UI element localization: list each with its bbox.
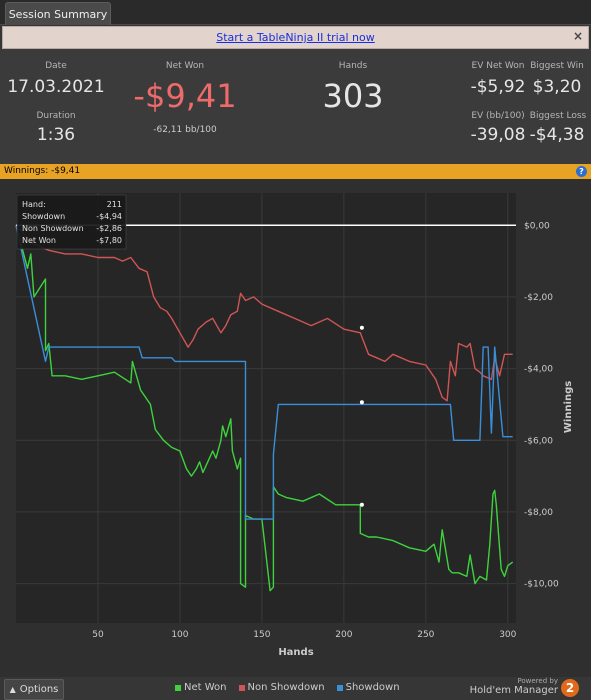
tooltip-row-value: -$7,80	[96, 236, 122, 245]
x-tick-label: 50	[92, 630, 104, 640]
marker-net-won	[359, 502, 364, 507]
y-axis: $0,00 -$2,00 -$4,00 -$6,00 -$8,00 -$10,00	[524, 221, 559, 589]
date-label: Date	[45, 61, 67, 71]
tooltip-box	[16, 194, 127, 250]
y-tick-label: -$10,00	[524, 580, 559, 590]
legend-label: Non Showdown	[247, 682, 325, 693]
tooltip-row-value: -$2,86	[96, 224, 122, 233]
legend-swatch	[336, 684, 343, 691]
y-tick-label: $0,00	[524, 221, 550, 231]
y-tick-label: -$8,00	[524, 508, 553, 518]
biggest-win-value: $3,20	[532, 77, 582, 97]
biggest-win-label: Biggest Win	[530, 61, 584, 71]
x-tick-label: 100	[171, 630, 188, 640]
legend-swatch	[238, 684, 245, 691]
winnings-text: Winnings: -$9,41	[4, 166, 81, 176]
winnings-bar: Winnings: -$9,41 ?	[0, 164, 591, 179]
help-icon[interactable]: ?	[576, 166, 587, 177]
y-tick-label: -$2,00	[524, 293, 553, 303]
marker-non-showdown	[359, 325, 364, 330]
biggest-loss-label: Biggest Loss	[529, 111, 587, 121]
y-tick-label: -$6,00	[524, 436, 553, 446]
x-tick-label: 150	[253, 630, 270, 640]
tooltip-row-label: Non Showdown	[22, 224, 84, 233]
legend-item[interactable]: Showdown	[336, 682, 400, 693]
tab-bar: Session Summary	[0, 0, 591, 25]
close-icon[interactable]: ×	[572, 29, 583, 43]
y-tick-label: -$4,00	[524, 365, 553, 375]
tooltip-row-label: Showdown	[22, 212, 65, 221]
legend-swatch	[175, 684, 181, 691]
ev-net-won-label: EV Net Won	[471, 61, 525, 71]
trial-link[interactable]: Start a TableNinja II trial now	[216, 31, 375, 44]
hand-tooltip: Hand: 211 Showdown -$4,94 Non Showdown -$2,86…	[16, 194, 127, 250]
date-value: 17.03.2021	[7, 77, 105, 97]
hands-label: Hands	[338, 61, 368, 71]
tooltip-row-label: Net Won	[22, 236, 56, 245]
series-net-won	[15, 225, 514, 592]
series-non-showdown	[15, 224, 513, 402]
powered-label: Powered by	[517, 677, 558, 685]
duration-value: 1:36	[36, 125, 76, 145]
series-showdown	[15, 225, 513, 520]
winnings-chart: 50 100 150 200 250 300 $0,00 -$2,00 -$4,00 -$6,0…	[0, 179, 591, 677]
caret-up-icon: ▲	[9, 685, 16, 694]
promo-banner: Start a TableNinja II trial now ×	[2, 26, 589, 49]
ev-net-won-value: -$5,92	[470, 77, 526, 97]
x-axis: 50 100 150 200 250 300	[92, 630, 516, 640]
tab-session-summary[interactable]: Session Summary	[5, 2, 111, 25]
x-tick-label: 300	[499, 630, 516, 640]
footer-bar: ▲ Options Net Won Non Showdown Showdown Po…	[0, 677, 591, 700]
brand-name: Hold'em Manager	[469, 685, 558, 696]
x-tick-label: 200	[335, 630, 352, 640]
netwon-label: Net Won	[165, 61, 205, 71]
chart-legend: Net Won Non Showdown Showdown	[175, 682, 400, 693]
hm2-logo-icon: 2	[561, 679, 579, 697]
tooltip-row-value: 211	[107, 200, 122, 209]
x-tick-label: 250	[417, 630, 434, 640]
ev-bb-label: EV (bb/100)	[471, 111, 525, 121]
legend-item[interactable]: Net Won	[175, 682, 227, 693]
biggest-loss-value: -$4,38	[529, 125, 585, 145]
bb100-value: -62,11 bb/100	[153, 125, 217, 135]
powered-by: Powered by Hold'em Manager	[470, 677, 558, 696]
stats-panel: Date 17.03.2021 Duration 1:36 Net Won -$…	[0, 49, 591, 164]
x-axis-title: Hands	[278, 647, 313, 658]
ev-bb-value: -39,08	[470, 125, 526, 145]
options-button[interactable]: ▲ Options	[4, 679, 64, 700]
marker-showdown	[359, 400, 364, 405]
duration-label: Duration	[36, 111, 76, 121]
legend-label: Net Won	[184, 682, 227, 693]
y-axis-title: Winnings	[563, 381, 574, 433]
options-label: Options	[19, 684, 59, 695]
hands-value: 303	[322, 77, 384, 115]
legend-label: Showdown	[345, 682, 400, 693]
legend-item[interactable]: Non Showdown	[238, 682, 325, 693]
hover-markers	[359, 325, 364, 507]
netwon-value: -$9,41	[133, 77, 237, 115]
tooltip-row-value: -$4,94	[96, 212, 122, 221]
tooltip-row-label: Hand:	[22, 200, 46, 209]
